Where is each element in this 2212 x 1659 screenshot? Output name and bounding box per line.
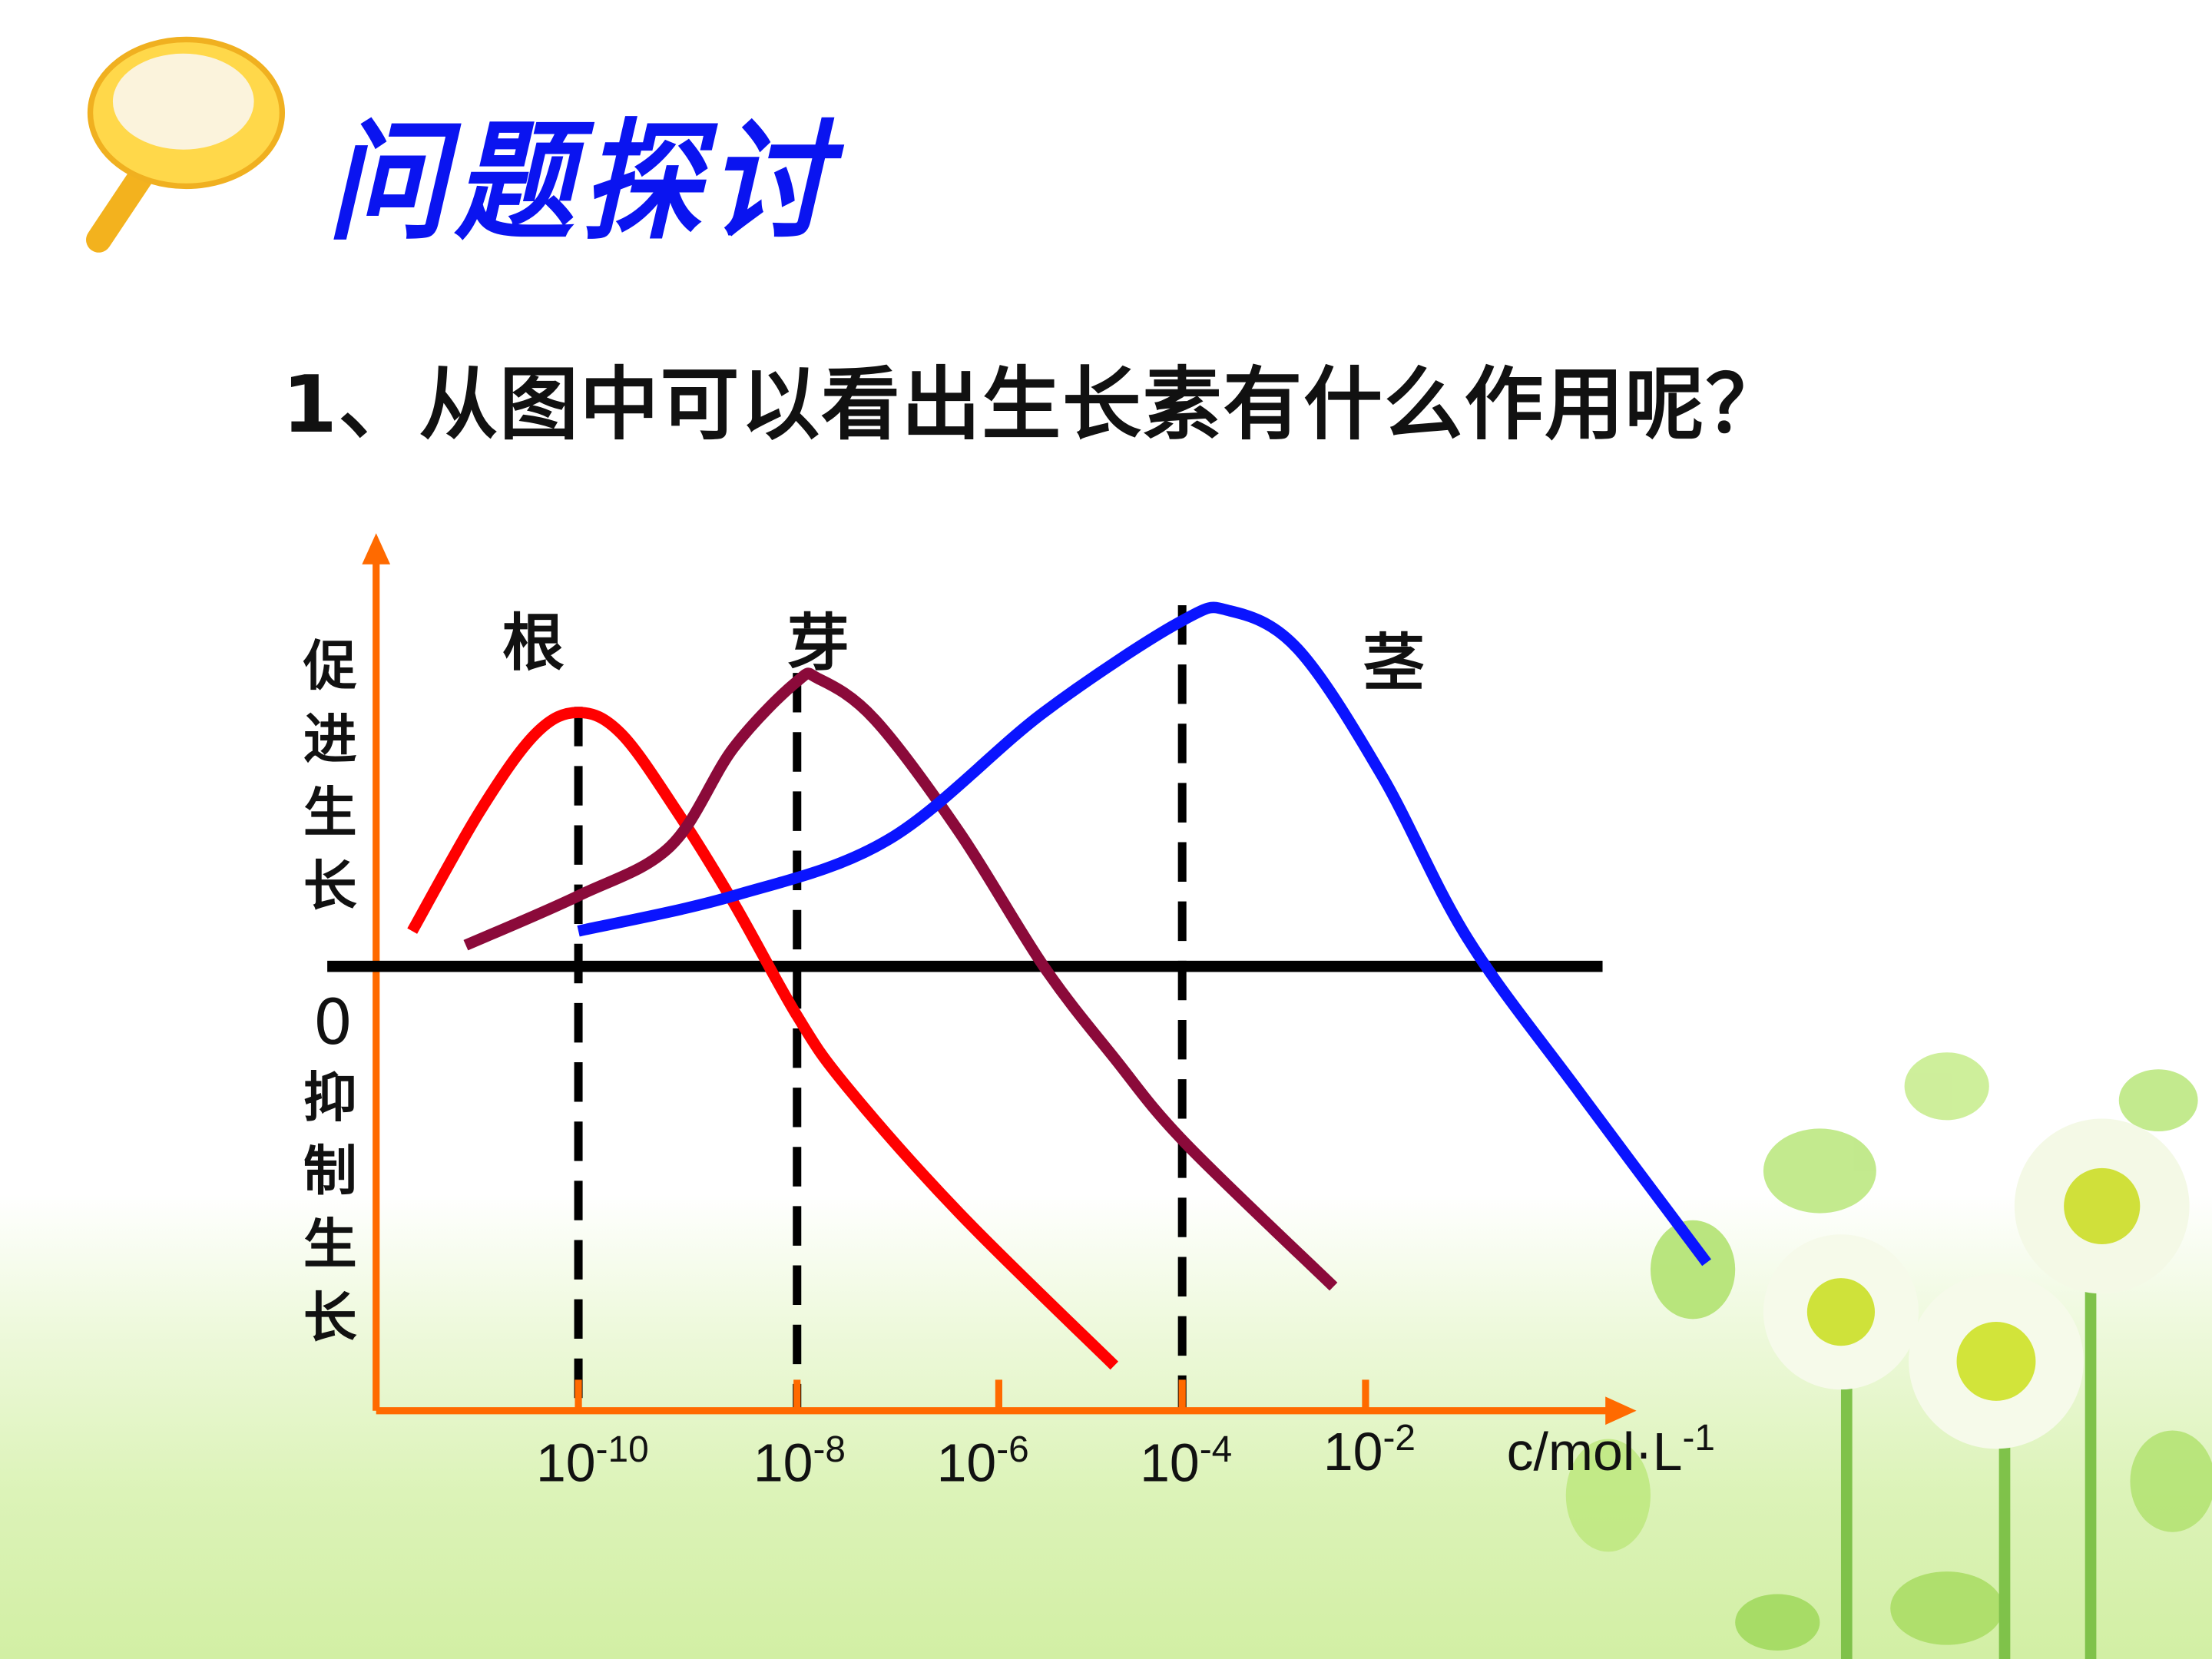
magnifier-icon (86, 36, 286, 253)
root-curve (407, 707, 1118, 1370)
x-tick-label: 10-6 (936, 1427, 1029, 1495)
x-tick-label: 10-10 (535, 1427, 649, 1495)
y-label-zero: 0 (313, 987, 353, 1060)
label-root: 根 (502, 608, 565, 680)
question-text: 1、从图中可以看出生长素有什么作用呢？ (282, 359, 1786, 452)
x-tick-label: 10-2 (1323, 1416, 1416, 1483)
label-bud: 芽 (786, 608, 849, 680)
x-axis-arrow (1605, 1396, 1637, 1426)
label-stem: 茎 (1363, 628, 1426, 700)
y-label-inhibit: 抑制生长 (303, 1066, 357, 1349)
bud-curve (463, 667, 1338, 1291)
y-axis-arrow (362, 533, 391, 565)
y-label-promote: 促进生长 (303, 634, 357, 917)
stem-curve (577, 601, 1711, 1267)
slide-title: 问题探讨 (327, 107, 836, 259)
x-axis-unit-label: c/mol·L-1 (1506, 1416, 1715, 1483)
x-tick-label: 10-4 (1140, 1427, 1233, 1495)
x-tick-label: 10-8 (753, 1427, 846, 1495)
